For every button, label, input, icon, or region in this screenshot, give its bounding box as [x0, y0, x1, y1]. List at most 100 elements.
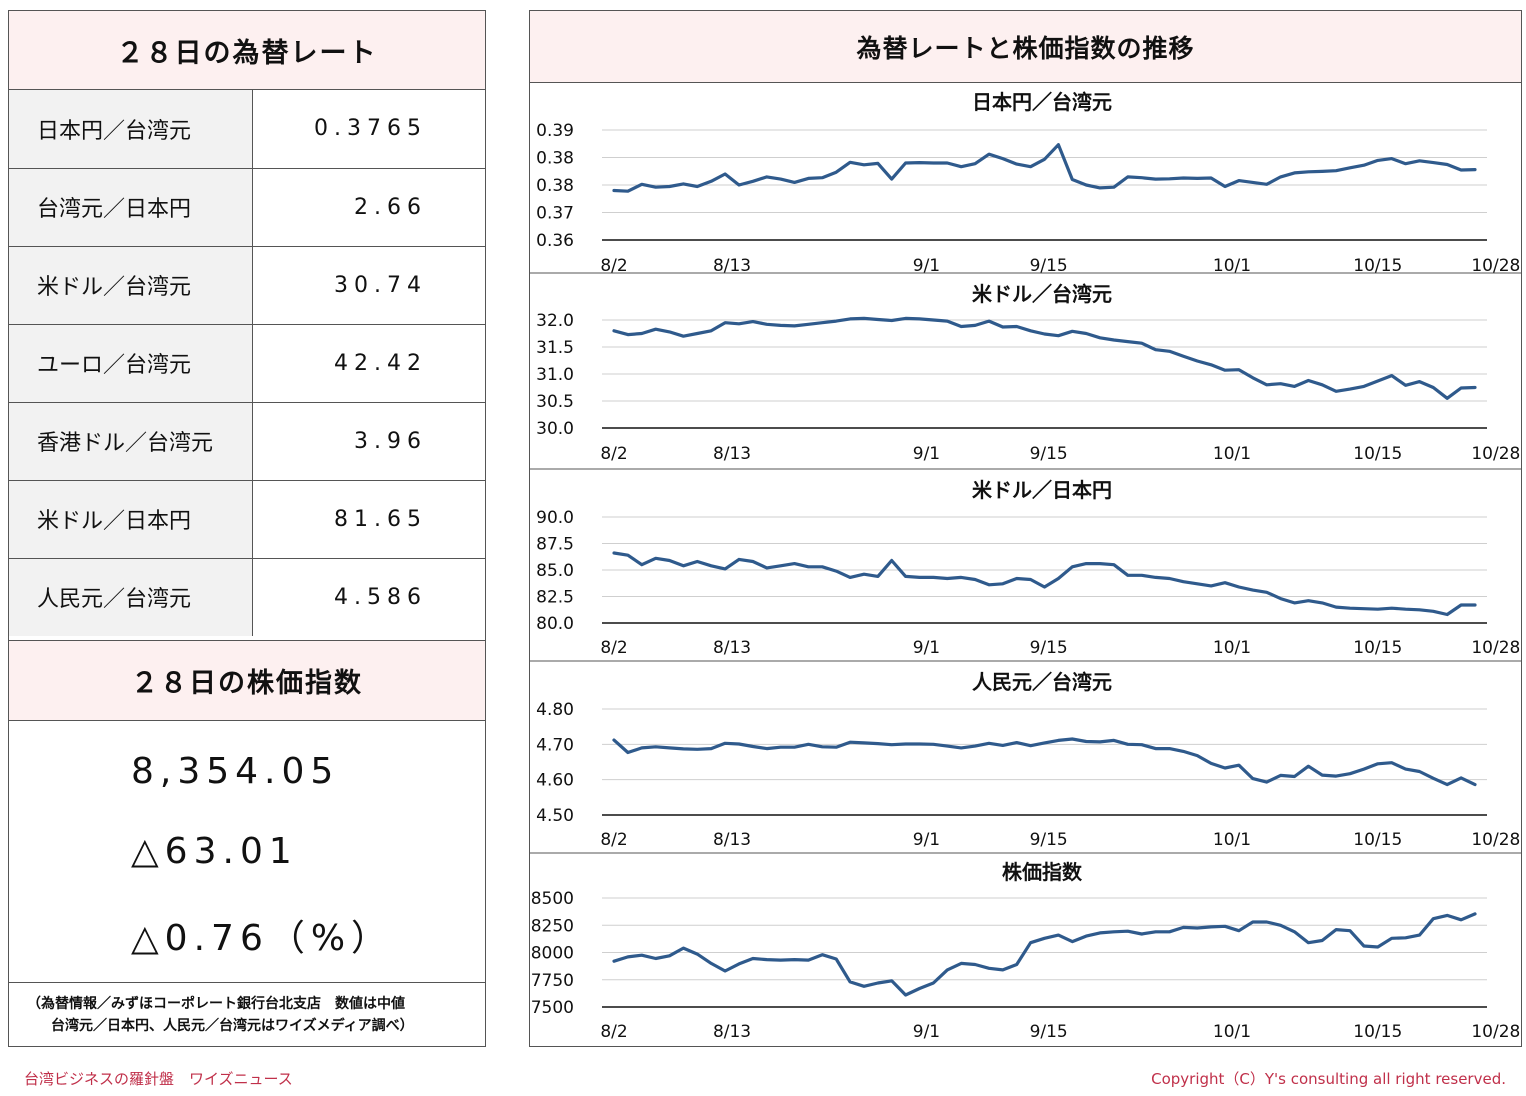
y-tick-label: 0.36 [536, 231, 574, 251]
chart-3: 米ドル／日本円 90.0 87.5 85.0 82.5 80.0 8/2 8/13 9/1 9/1… [530, 468, 1521, 658]
rate-row: 人民元／台湾元 4.586 [9, 557, 485, 636]
x-tick-label: 10/15 [1353, 256, 1402, 276]
x-tick-label: 9/1 [913, 830, 940, 850]
y-tick-label: 0.38 [536, 149, 574, 169]
series-line [612, 143, 1477, 193]
x-tick-label: 9/15 [1030, 638, 1068, 658]
footer-brand: 台湾ビジネスの羅針盤 ワイズニュース [24, 1070, 293, 1088]
x-tick-label: 10/15 [1353, 830, 1402, 850]
y-tick-label: 8500 [531, 889, 574, 909]
chart-title: 日本円／台湾元 [972, 90, 1112, 114]
x-tick-label: 10/1 [1213, 1022, 1251, 1042]
series-line [612, 737, 1477, 787]
rate-value: 0.3765 [251, 90, 485, 169]
rate-label: 香港ドル／台湾元 [9, 401, 253, 481]
y-tick-label: 7750 [531, 971, 574, 991]
x-tick-label: 8/13 [713, 256, 751, 276]
x-tick-label: 8/2 [600, 1022, 627, 1042]
y-tick-label: 85.0 [536, 561, 574, 581]
rate-label: 人民元／台湾元 [9, 557, 253, 636]
x-tick-label: 10/15 [1353, 444, 1402, 464]
y-tick-label: 30.5 [536, 392, 574, 412]
rate-label: 日本円／台湾元 [9, 90, 253, 169]
rate-label: 台湾元／日本円 [9, 167, 253, 247]
y-tick-label: 82.5 [536, 588, 574, 608]
y-tick-label: 80.0 [536, 614, 574, 634]
series-line [612, 912, 1477, 997]
stock-index-value: 8,354.05 [131, 751, 340, 792]
x-tick-label: 10/1 [1213, 444, 1251, 464]
rate-value: 3.96 [251, 401, 485, 481]
chart-4: 人民元／台湾元 4.80 4.70 4.60 4.50 8/2 8/13 9/1 9/15 10/… [530, 660, 1521, 850]
rate-label: 米ドル／台湾元 [9, 245, 253, 325]
x-tick-label: 10/15 [1353, 1022, 1402, 1042]
y-tick-label: 0.37 [536, 204, 574, 224]
chart-title: 人民元／台湾元 [972, 670, 1112, 694]
series-line [612, 551, 1477, 617]
rate-row: 台湾元／日本円 2.66 [9, 167, 485, 247]
x-tick-label: 8/13 [713, 444, 751, 464]
rates-table: 日本円／台湾元 0.3765 台湾元／日本円 2.66 米ドル／台湾元 30.74 ユーロ／… [9, 90, 485, 636]
x-tick-label: 8/2 [600, 444, 627, 464]
stock-change-percent: △0.76（%） [131, 918, 394, 959]
x-tick-label: 9/1 [913, 638, 940, 658]
y-tick-label: 30.0 [536, 419, 574, 439]
rates-panel: ２８日の為替レート 日本円／台湾元 0.3765 台湾元／日本円 2.66 米ドル／台湾… [8, 10, 486, 641]
x-tick-label: 9/1 [913, 256, 940, 276]
y-tick-label: 31.0 [536, 365, 574, 385]
chart-1: 日本円／台湾元 0.39 0.38 0.38 0.37 0.36 8/2 8/13 9/1 9/1… [536, 90, 1520, 276]
x-tick-label: 9/15 [1030, 1022, 1068, 1042]
series-line [612, 316, 1477, 400]
stock-change-value: △63.01 [131, 831, 298, 872]
x-tick-label: 9/1 [913, 444, 940, 464]
chart-2: 米ドル／台湾元 32.0 31.5 31.0 30.5 30.0 8/2 8/13 9/1 9/1… [530, 272, 1521, 464]
rate-value: 30.74 [251, 245, 485, 325]
data-source-note: （為替情報／みずほコーポレート銀行台北支店 数値は中値 台湾元／日本円、人民元／… [9, 982, 485, 1046]
x-tick-label: 8/2 [600, 638, 627, 658]
charts-title: 為替レートと株価指数の推移 [530, 11, 1521, 83]
x-tick-label: 10/28 [1471, 1022, 1520, 1042]
x-tick-label: 10/1 [1213, 830, 1251, 850]
y-tick-label: 32.0 [536, 311, 574, 331]
x-tick-label: 8/13 [713, 1022, 751, 1042]
source-line-2: 台湾元／日本円、人民元／台湾元はワイズメディア調べ） [51, 1018, 414, 1034]
rate-row: 米ドル／日本円 81.65 [9, 479, 485, 559]
rate-row: ユーロ／台湾元 42.42 [9, 323, 485, 403]
x-tick-label: 8/2 [600, 830, 627, 850]
rates-title: ２８日の為替レート [9, 11, 485, 90]
rate-row: 香港ドル／台湾元 3.96 [9, 401, 485, 481]
rate-value: 81.65 [251, 479, 485, 559]
chart-title: 株価指数 [1002, 860, 1083, 884]
rate-label: 米ドル／日本円 [9, 479, 253, 559]
x-tick-label: 10/1 [1213, 256, 1251, 276]
x-tick-label: 9/1 [913, 1022, 940, 1042]
chart-5: 株価指数 8500 8250 8000 7750 7500 8/2 8/13 9/1 9/15 10… [530, 852, 1521, 1042]
y-tick-label: 4.60 [536, 771, 574, 791]
x-tick-label: 9/15 [1030, 256, 1068, 276]
x-tick-label: 10/28 [1471, 830, 1520, 850]
rate-value: 4.586 [251, 557, 485, 636]
footer-copyright: Copyright（C）Y's consulting all right res… [1151, 1070, 1506, 1088]
x-tick-label: 10/28 [1471, 256, 1520, 276]
rate-label: ユーロ／台湾元 [9, 323, 253, 403]
y-tick-label: 0.39 [536, 121, 574, 141]
source-line-1: （為替情報／みずほコーポレート銀行台北支店 数値は中値 [27, 996, 405, 1012]
x-tick-label: 9/15 [1030, 830, 1068, 850]
chart-title: 米ドル／台湾元 [972, 282, 1112, 306]
x-tick-label: 8/13 [713, 830, 751, 850]
y-tick-label: 8250 [531, 916, 574, 936]
x-tick-label: 10/28 [1471, 444, 1520, 464]
stock-panel: ２８日の株価指数 8,354.05 △63.01 △0.76（%） （為替情報／… [8, 641, 486, 1047]
x-tick-label: 8/2 [600, 256, 627, 276]
y-tick-label: 4.80 [536, 700, 574, 720]
rate-value: 42.42 [251, 323, 485, 403]
y-tick-label: 0.38 [536, 176, 574, 196]
rate-row: 日本円／台湾元 0.3765 [9, 90, 485, 169]
y-tick-label: 90.0 [536, 508, 574, 528]
x-tick-label: 10/1 [1213, 638, 1251, 658]
x-tick-label: 8/13 [713, 638, 751, 658]
x-tick-label: 9/15 [1030, 444, 1068, 464]
x-tick-label: 10/15 [1353, 638, 1402, 658]
y-tick-label: 87.5 [536, 535, 574, 555]
rate-value: 2.66 [251, 167, 485, 247]
